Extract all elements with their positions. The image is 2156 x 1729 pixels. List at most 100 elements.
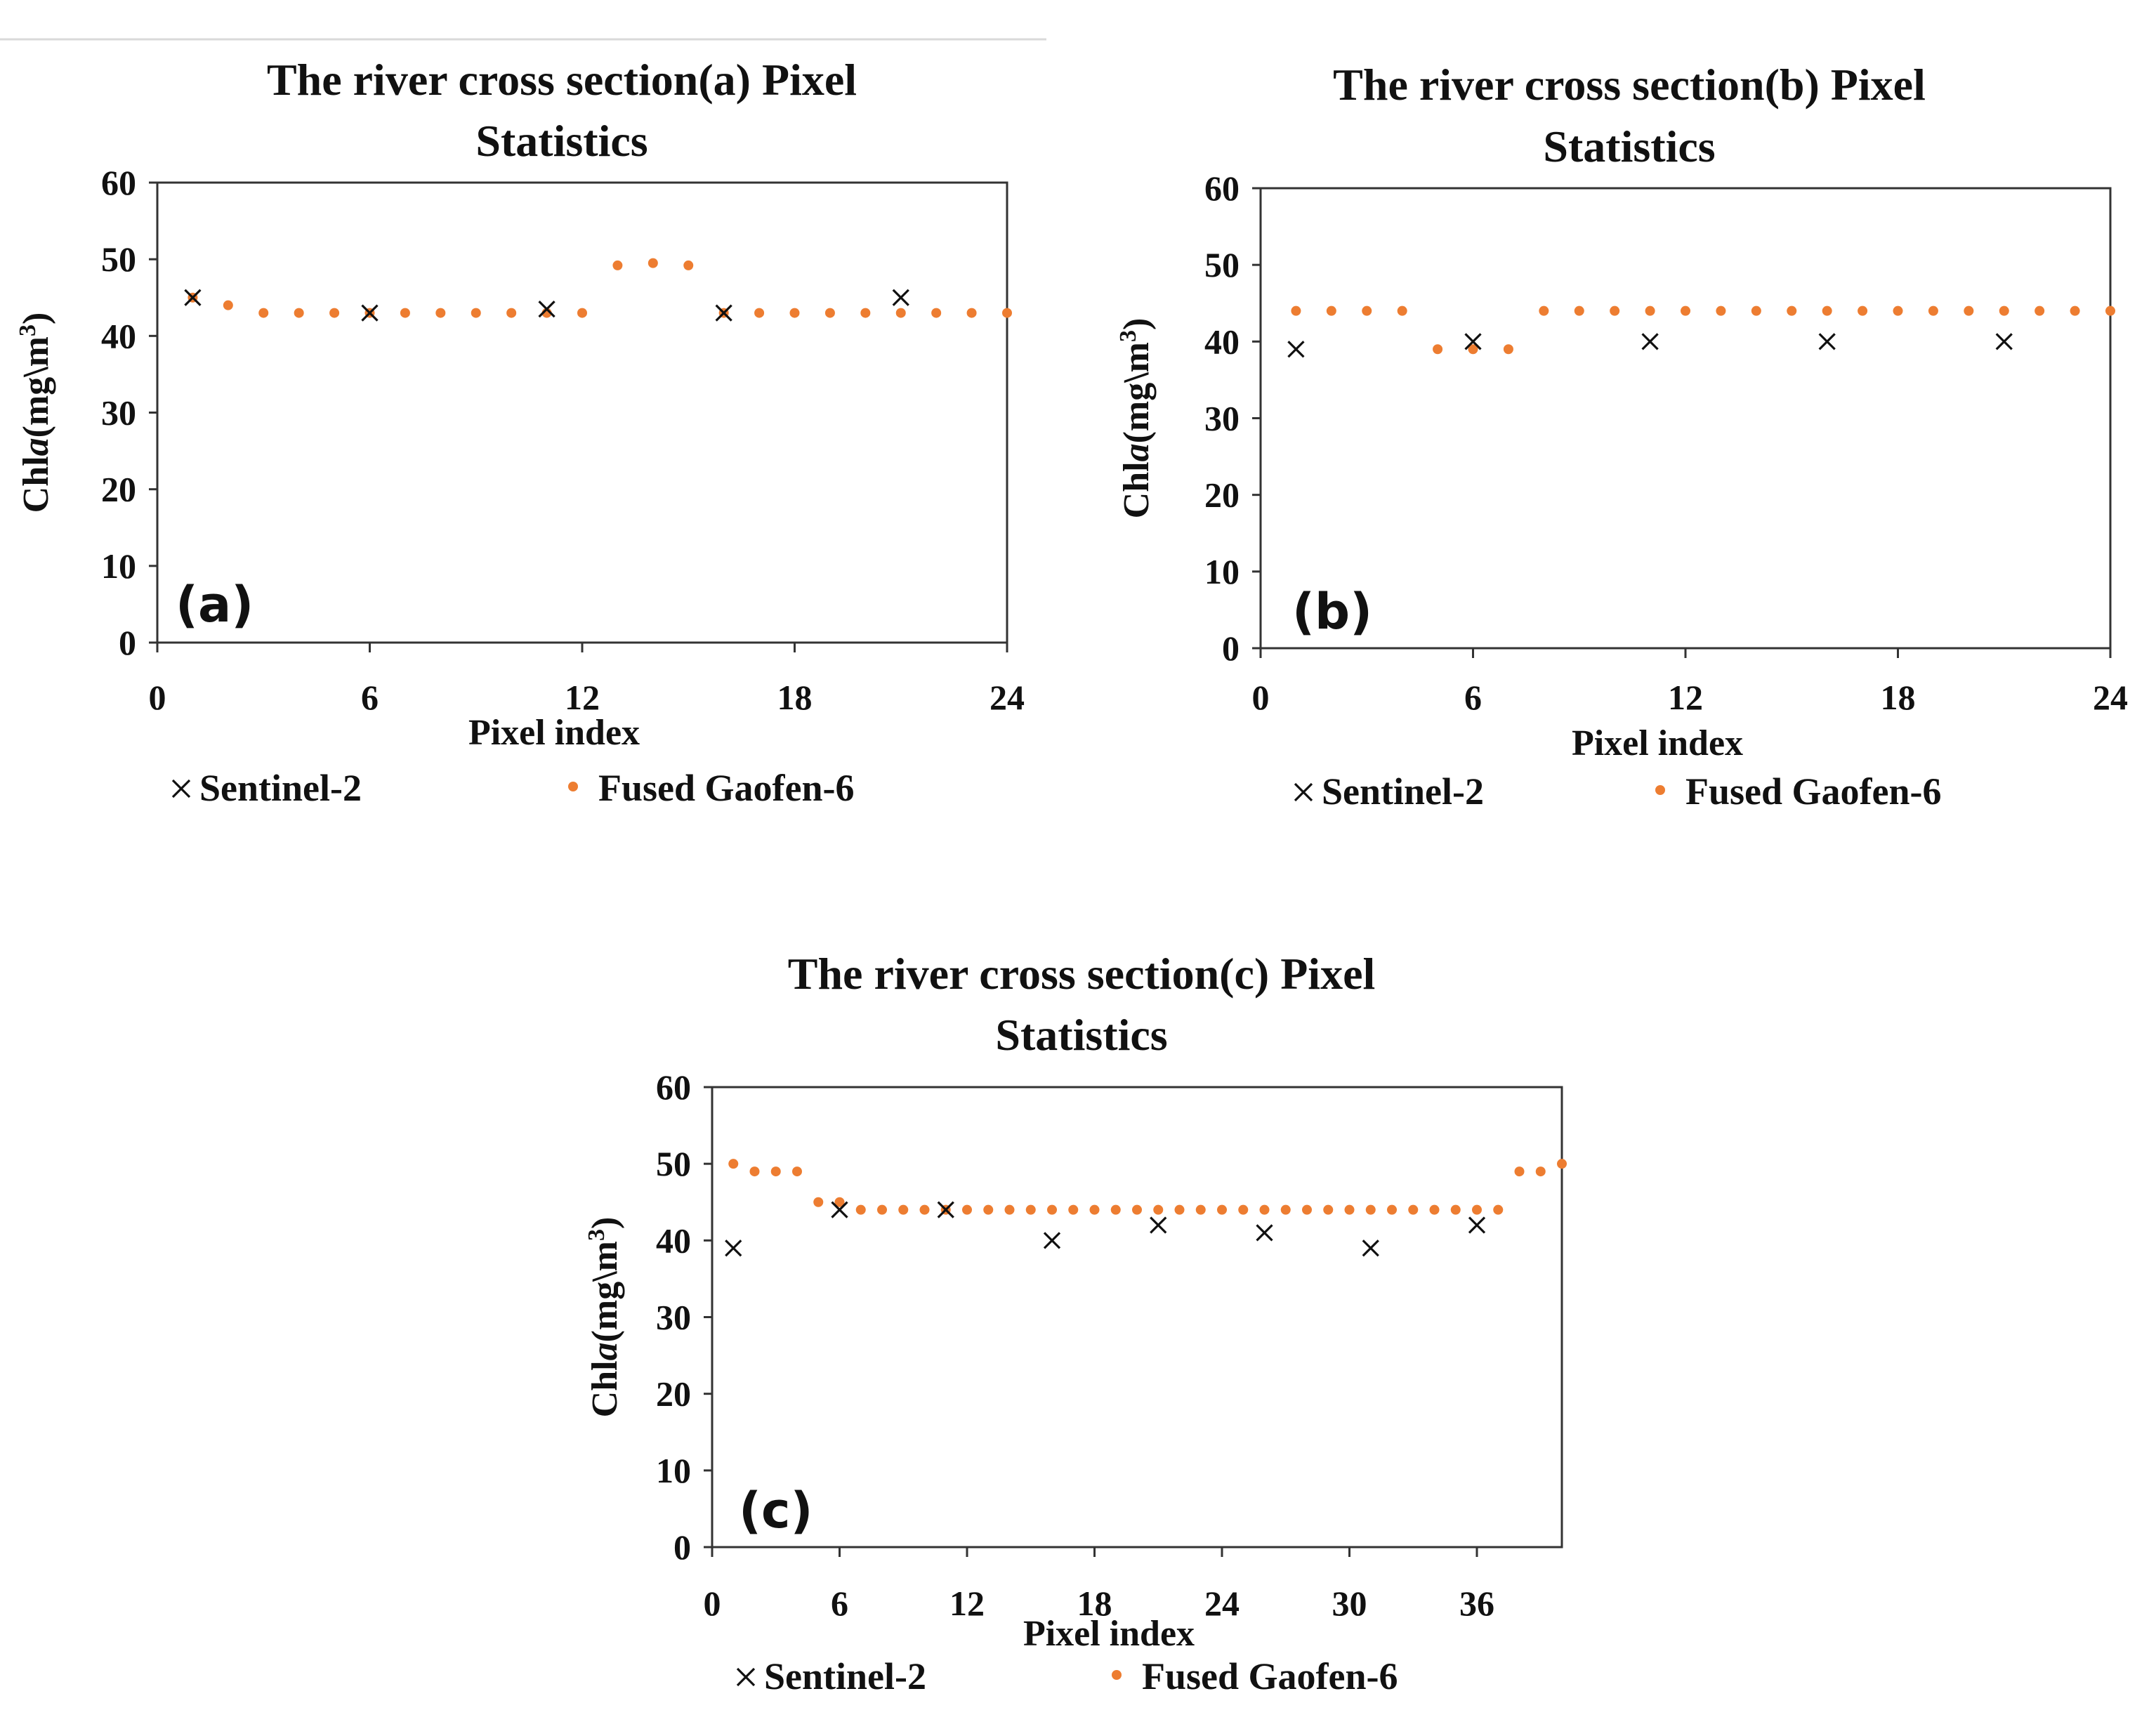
fused-gaofen6-point [1110,1204,1121,1215]
y-tick-label: 0 [1222,629,1240,668]
plot-frame [711,1086,1563,1549]
fused-gaofen6-point [1433,344,1443,355]
fused-gaofen6-point [1002,308,1012,318]
y-axis-label: Chla(mg\m3) [1115,318,1157,519]
fused-gaofen6-point [1539,305,1549,316]
y-tick-label: 0 [673,1527,691,1567]
fused-gaofen6-point [1535,1166,1546,1177]
sentinel2-point [725,1240,742,1257]
fused-gaofen6-point [1493,1204,1504,1215]
sentinel2-point [1150,1216,1167,1234]
fused-gaofen6-point [1362,305,1372,316]
y-axis-label: Chla(mg\m3) [584,1217,626,1418]
plot-frame [1259,187,2112,650]
fused-gaofen6-point [400,308,410,318]
fused-gaofen6-point [792,1166,802,1177]
legend-dot-icon [568,782,578,791]
y-tick-label: 40 [101,316,136,355]
x-tick-label: 0 [149,678,166,717]
x-tick-label: 30 [1332,1584,1367,1623]
fused-gaofen6-point [1280,1204,1291,1215]
chart-a: The river cross section(a) Pixel Statisti… [15,55,1025,809]
y-tick-label: 30 [1204,399,1240,438]
fused-gaofen6-point [1004,1204,1015,1215]
legend-label: Fused Gaofen-6 [598,767,855,809]
x-tick-label: 12 [949,1584,985,1623]
x-tick-label: 24 [990,678,1025,717]
fused-gaofen6-point [1153,1204,1164,1215]
fused-gaofen6-point [612,260,623,270]
fused-gaofen6-point [1323,1204,1334,1215]
fused-gaofen6-point [506,308,517,318]
legend-label: Fused Gaofen-6 [1685,770,1942,813]
fused-gaofen6-point [1291,305,1301,316]
fused-gaofen6-point [919,1204,930,1215]
x-tick-label: 0 [1252,678,1270,717]
fused-gaofen6-point [1574,305,1584,316]
fused-gaofen6-point [789,308,800,318]
fused-gaofen6-point [1397,305,1407,316]
legend-label: Sentinel-2 [199,767,362,809]
fused-gaofen6-point [1999,305,2009,316]
fused-gaofen6-point [1365,1204,1376,1215]
fused-gaofen6-point [1450,1204,1461,1215]
legend-dot-icon [1655,785,1665,795]
legend-label: Sentinel-2 [764,1655,926,1697]
x-tick-label: 24 [2093,678,2128,717]
sentinel2-point [715,304,732,322]
fused-gaofen6-point [1716,305,1726,316]
fused-gaofen6-point [1964,305,1974,316]
fused-gaofen6-point [2035,305,2045,316]
fused-gaofen6-point [1645,305,1655,316]
fused-gaofen6-point [1387,1204,1397,1215]
x-tick-label: 6 [1464,678,1482,717]
fused-gaofen6-point [1751,305,1761,316]
y-tick-label: 60 [1204,169,1240,208]
y-tick-label: 50 [101,239,136,279]
sentinel2-point [937,1201,954,1218]
y-tick-label: 0 [119,623,136,662]
chart-title-line: The river cross section(b) Pixel [1333,60,1926,110]
fused-gaofen6-point [1047,1204,1057,1215]
x-tick-label: 18 [777,678,813,717]
y-tick-label: 60 [101,163,136,202]
panel-label: (b) [1292,583,1372,640]
fused-gaofen6-point [1503,344,1513,355]
fused-gaofen6-point [1681,305,1690,316]
plot-frame [156,181,1008,644]
fused-gaofen6-point [1259,1204,1270,1215]
chart-title-line: Statistics [1543,121,1715,171]
sentinel2-point [1362,1240,1379,1257]
sentinel2-point [1256,1224,1273,1242]
fused-gaofen6-point [1408,1204,1419,1215]
sentinel2-point [1818,333,1836,350]
x-tick-label: 36 [1459,1584,1494,1623]
legend-label: Fused Gaofen-6 [1142,1655,1398,1697]
sentinel2-point [1464,333,1482,350]
sentinel2-point [538,300,556,318]
x-axis-label: Pixel index [1572,723,1743,763]
fused-gaofen6-point [223,300,233,310]
sentinel2-point [831,1201,848,1218]
sentinel2-point [892,289,909,306]
fused-gaofen6-point [577,308,587,318]
fused-gaofen6-point [435,308,446,318]
chart-title-line: The river cross section(c) Pixel [788,949,1376,999]
fused-gaofen6-point [1429,1204,1440,1215]
legend-x-icon [736,1667,756,1687]
legend-x-icon [1294,782,1313,802]
fused-gaofen6-point [648,258,658,268]
y-tick-label: 50 [656,1144,691,1183]
sentinel2-point [1043,1232,1061,1249]
fused-gaofen6-point [294,308,304,318]
fused-gaofen6-point [1195,1204,1206,1215]
y-tick-label: 50 [1204,245,1240,284]
fused-gaofen6-point [1787,305,1797,316]
legend-x-icon [171,779,191,798]
y-tick-label: 20 [1204,475,1240,515]
fused-gaofen6-point [1928,305,1938,316]
sentinel2-point [1641,333,1659,350]
fused-gaofen6-point [966,308,977,318]
fused-gaofen6-point [931,308,942,318]
fused-gaofen6-point [1557,1159,1567,1169]
